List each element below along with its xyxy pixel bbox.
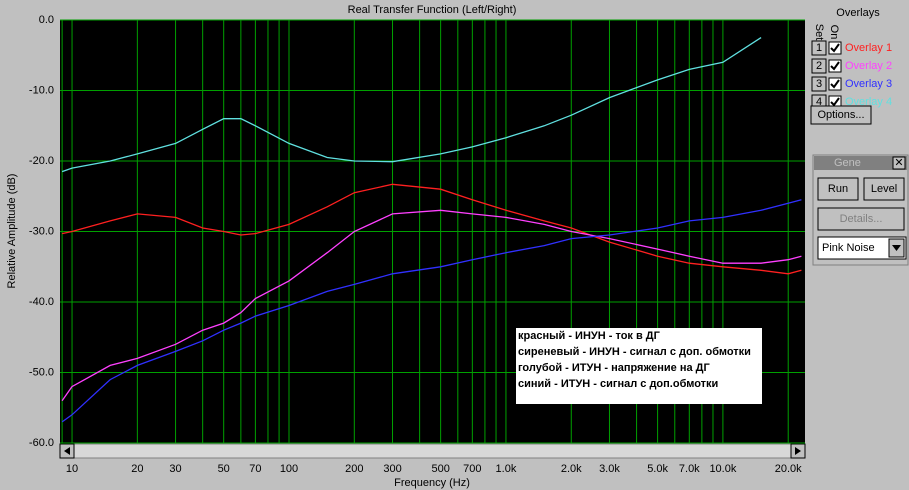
x-tick-label: 50 <box>218 463 230 475</box>
y-tick-label: -60.0 <box>29 437 54 449</box>
button-label: Options... <box>817 109 864 121</box>
scroll-track <box>59 443 806 459</box>
x-tick-label: 5.0k <box>647 463 668 475</box>
button-label: Level <box>871 183 897 195</box>
close-icon: ✕ <box>894 157 903 169</box>
y-tick-label: 0.0 <box>39 14 54 26</box>
series-line <box>61 199 802 423</box>
x-tick-label: 70 <box>249 463 261 475</box>
options-button[interactable] <box>810 105 872 125</box>
x-tick-label: 500 <box>431 463 449 475</box>
x-tick-label: 100 <box>280 463 298 475</box>
legend-entry: Overlay 2 <box>845 60 892 72</box>
check-icon <box>830 79 840 89</box>
x-tick-label: 300 <box>383 463 401 475</box>
check-icon <box>830 43 840 53</box>
legend-entry: Overlay 4 <box>845 96 892 108</box>
row-number: 3 <box>816 78 822 90</box>
level-button[interactable] <box>863 177 905 201</box>
annotation: красный - ИНУН - ток в ДГ <box>518 330 661 342</box>
legend-entry: Overlay 3 <box>845 78 892 90</box>
y-tick-label: -10.0 <box>29 84 54 96</box>
panel-titlebar <box>814 156 907 170</box>
y-tick-label: -30.0 <box>29 225 54 237</box>
y-tick-label: -40.0 <box>29 296 54 308</box>
chart-title: Real Transfer Function (Left/Right) <box>348 4 517 16</box>
x-tick-label: 10.0k <box>709 463 736 475</box>
arrow-icon <box>795 447 801 455</box>
x-tick-label: 1.0k <box>496 463 517 475</box>
button-label: Details... <box>840 213 883 225</box>
details-button[interactable] <box>817 207 905 231</box>
x-tick-label: 20.0k <box>775 463 802 475</box>
x-tick-label: 200 <box>345 463 363 475</box>
x-tick-label: 10 <box>66 463 78 475</box>
check-icon <box>830 61 840 71</box>
set-button[interactable] <box>811 58 827 74</box>
run-button[interactable] <box>817 177 859 201</box>
select-value: Pink Noise <box>822 242 875 254</box>
grid <box>60 19 805 444</box>
panel-title: Overlays <box>836 7 880 19</box>
y-tick-label: -20.0 <box>29 155 54 167</box>
annotation: сиреневый - ИНУН - сигнал с доп. обмотки <box>518 346 751 358</box>
x-tick-label: 7.0k <box>679 463 700 475</box>
row-number: 4 <box>816 96 822 108</box>
check-icon <box>830 97 840 107</box>
x-tick-label: 3.0k <box>599 463 620 475</box>
dropdown-icon <box>892 245 901 251</box>
column-header: On <box>828 25 840 40</box>
button-label: Run <box>828 183 848 195</box>
annotation: голубой - ИТУН - напряжение на ДГ <box>518 362 710 374</box>
x-tick-label: 700 <box>463 463 481 475</box>
y-tick-label: -50.0 <box>29 366 54 378</box>
row-number: 2 <box>816 60 822 72</box>
annotation: синий - ИТУН - сигнал с доп.обмотки <box>518 378 718 390</box>
set-button[interactable] <box>811 76 827 92</box>
panel-title: Gene <box>834 157 861 169</box>
legend-entry: Overlay 1 <box>845 42 892 54</box>
x-tick-label: 2.0k <box>561 463 582 475</box>
annotation-box: красный - ИНУН - ток в ДГ сиреневый - ИН… <box>516 328 762 404</box>
x-tick-label: 20 <box>131 463 143 475</box>
annotation-background <box>516 328 762 404</box>
y-axis-label: Relative Amplitude (dB) <box>6 174 18 289</box>
signal-select[interactable] <box>817 236 907 260</box>
series-line <box>61 37 762 173</box>
series-line <box>61 209 802 402</box>
x-axis-label: Frequency (Hz) <box>394 477 470 489</box>
row-number: 1 <box>816 42 822 54</box>
x-tick-label: 30 <box>169 463 181 475</box>
close-button[interactable] <box>892 156 906 170</box>
series-line <box>61 183 802 275</box>
set-button[interactable] <box>811 40 827 56</box>
arrow-icon <box>64 447 70 455</box>
scrollbar[interactable] <box>59 443 806 459</box>
column-header: Set <box>813 24 825 41</box>
